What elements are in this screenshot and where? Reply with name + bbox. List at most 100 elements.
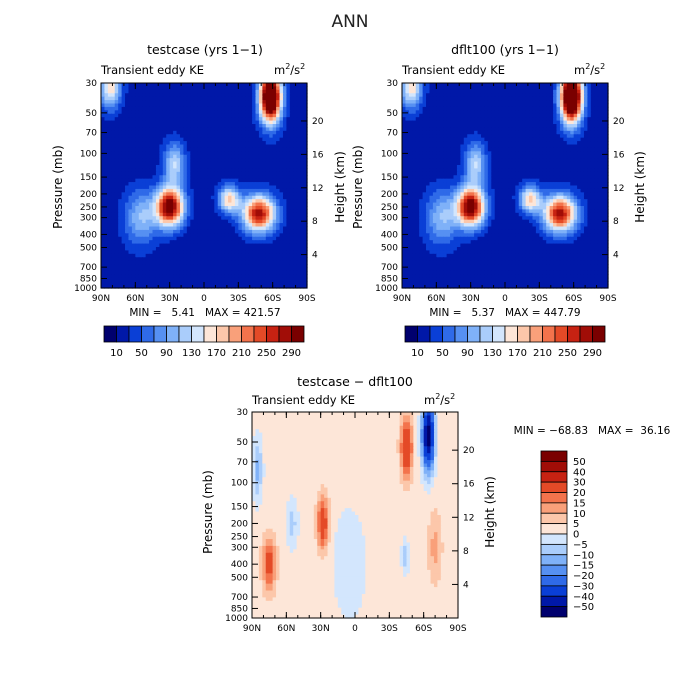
heat-cell bbox=[436, 89, 441, 94]
heat-cell bbox=[252, 158, 257, 163]
heat-cell bbox=[159, 124, 164, 129]
heat-cell bbox=[214, 127, 219, 132]
heat-cell bbox=[121, 106, 126, 111]
heat-cell bbox=[135, 120, 140, 125]
heat-cell bbox=[566, 106, 571, 111]
heat-cell bbox=[546, 151, 551, 156]
heat-cell bbox=[501, 134, 506, 139]
heat-cell bbox=[159, 93, 164, 98]
heat-cell bbox=[443, 127, 448, 132]
heat-cell bbox=[193, 100, 198, 105]
heat-cell bbox=[231, 134, 236, 139]
heat-cell bbox=[282, 212, 287, 217]
heat-cell bbox=[149, 127, 154, 132]
heat-cell bbox=[296, 127, 301, 132]
heat-cell bbox=[179, 141, 184, 146]
heat-cell bbox=[142, 247, 147, 252]
heat-cell bbox=[217, 212, 222, 217]
heat-cell bbox=[173, 250, 178, 255]
heat-cell bbox=[125, 199, 130, 204]
heat-cell bbox=[200, 178, 205, 183]
heat-cell bbox=[412, 151, 417, 156]
heat-cell bbox=[125, 240, 130, 245]
heat-cell bbox=[107, 264, 112, 269]
heat-cell bbox=[587, 141, 592, 146]
heat-cell bbox=[529, 134, 534, 139]
heat-cell bbox=[162, 277, 167, 282]
heat-cell bbox=[300, 161, 305, 166]
heat-cell bbox=[155, 151, 160, 156]
units-label: m2/s2 bbox=[574, 62, 605, 77]
heat-cell bbox=[426, 147, 431, 152]
heat-cell bbox=[231, 103, 236, 108]
heat-cell bbox=[272, 209, 277, 214]
heat-cell bbox=[207, 192, 212, 197]
heat-cell bbox=[262, 154, 267, 159]
heat-cell bbox=[525, 147, 530, 152]
heat-cell bbox=[228, 124, 233, 129]
heat-cell bbox=[577, 141, 582, 146]
heat-cell bbox=[104, 171, 109, 176]
heat-cell bbox=[238, 154, 243, 159]
heat-cell bbox=[238, 240, 243, 245]
heat-cell bbox=[204, 229, 209, 234]
heat-cell bbox=[221, 223, 226, 228]
heat-cell bbox=[155, 154, 160, 159]
heat-cell bbox=[577, 110, 582, 115]
heat-cell bbox=[594, 110, 599, 115]
heat-cell bbox=[193, 223, 198, 228]
heat-cell bbox=[149, 96, 154, 101]
x-tick-label: 60S bbox=[264, 294, 281, 304]
heat-cell bbox=[228, 247, 233, 252]
heat-cell bbox=[282, 209, 287, 214]
heat-cell bbox=[152, 267, 157, 272]
heat-cell bbox=[597, 134, 602, 139]
heat-cell bbox=[573, 103, 578, 108]
heat-cell bbox=[221, 240, 226, 245]
heat-cell bbox=[286, 175, 291, 180]
heat-cell bbox=[296, 267, 301, 272]
heat-cell bbox=[487, 110, 492, 115]
heat-cell bbox=[142, 212, 147, 217]
heat-cell bbox=[570, 96, 575, 101]
heat-cell bbox=[474, 103, 479, 108]
heat-cell bbox=[248, 103, 253, 108]
heat-cell bbox=[300, 130, 305, 135]
heat-cell bbox=[145, 192, 150, 197]
heat-cell bbox=[125, 216, 130, 221]
heat-cell bbox=[556, 124, 561, 129]
heat-cell bbox=[204, 154, 209, 159]
heat-cell bbox=[224, 240, 229, 245]
heat-cell bbox=[101, 124, 106, 129]
heat-cell bbox=[276, 195, 281, 200]
heat-cell bbox=[197, 171, 202, 176]
heat-cell bbox=[162, 188, 167, 193]
heat-cell bbox=[269, 182, 274, 187]
heat-cell bbox=[408, 89, 413, 94]
heat-cell bbox=[121, 253, 126, 258]
heat-cell bbox=[173, 178, 178, 183]
heat-cell bbox=[221, 120, 226, 125]
heat-cell bbox=[234, 277, 239, 282]
heat-cell bbox=[453, 134, 458, 139]
heat-cell bbox=[186, 110, 191, 115]
heat-cell bbox=[474, 124, 479, 129]
heat-cell bbox=[276, 216, 281, 221]
heat-cell bbox=[152, 158, 157, 163]
heat-cell bbox=[279, 223, 284, 228]
heat-cell bbox=[197, 212, 202, 217]
heat-cell bbox=[248, 253, 253, 258]
heat-cell bbox=[138, 137, 143, 142]
heat-cell bbox=[460, 117, 465, 122]
heat-cell bbox=[231, 229, 236, 234]
heat-cell bbox=[214, 117, 219, 122]
heat-cell bbox=[210, 144, 215, 149]
heat-cell bbox=[228, 144, 233, 149]
heat-cell bbox=[221, 264, 226, 269]
heat-cell bbox=[265, 100, 270, 105]
heat-cell bbox=[224, 270, 229, 275]
heat-cell bbox=[419, 137, 424, 142]
heat-cell bbox=[293, 257, 298, 262]
heat-cell bbox=[231, 212, 236, 217]
heat-cell bbox=[276, 223, 281, 228]
